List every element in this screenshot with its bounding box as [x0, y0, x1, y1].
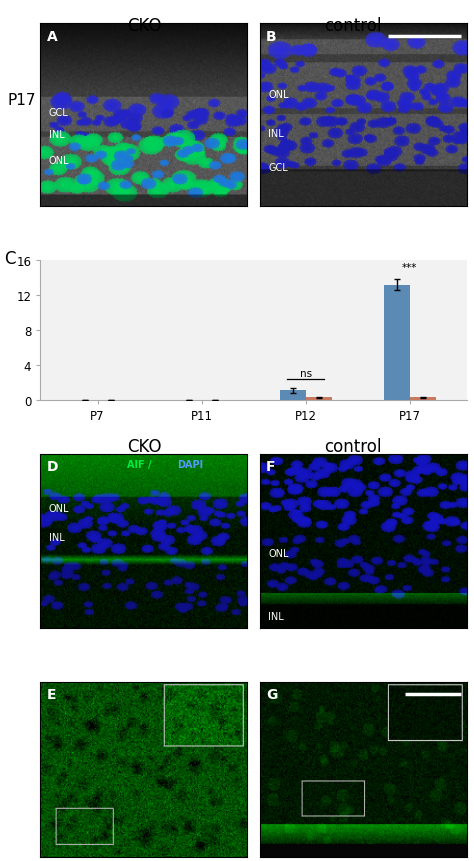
Bar: [280, 391, 306, 400]
Text: AIF /: AIF /: [127, 460, 152, 469]
Text: control: control: [324, 437, 382, 455]
Text: INL: INL: [48, 533, 64, 542]
Text: INL: INL: [268, 128, 284, 139]
Text: ns: ns: [300, 369, 312, 378]
Text: GCL: GCL: [268, 164, 288, 173]
Text: INL: INL: [48, 130, 64, 140]
Text: ONL: ONL: [268, 90, 289, 100]
Text: D: D: [46, 460, 58, 474]
Text: ONL: ONL: [48, 503, 69, 513]
Text: CKO: CKO: [128, 17, 162, 35]
Text: C: C: [4, 250, 16, 268]
Text: ONL: ONL: [268, 548, 289, 558]
Text: GCL: GCL: [48, 108, 68, 118]
Text: E: E: [46, 688, 56, 702]
Text: DAPI: DAPI: [177, 460, 203, 469]
Text: INL: INL: [268, 611, 284, 621]
Text: ONL: ONL: [48, 156, 69, 166]
Text: CKO: CKO: [128, 437, 162, 455]
Text: G: G: [266, 688, 277, 702]
Bar: [306, 398, 332, 400]
Text: ***: ***: [402, 263, 417, 273]
Text: P17: P17: [7, 93, 36, 108]
Text: control: control: [324, 17, 382, 35]
Bar: [383, 285, 410, 400]
Text: A: A: [46, 29, 57, 44]
Text: B: B: [266, 29, 277, 44]
Text: F: F: [266, 460, 275, 474]
Bar: [410, 398, 436, 400]
